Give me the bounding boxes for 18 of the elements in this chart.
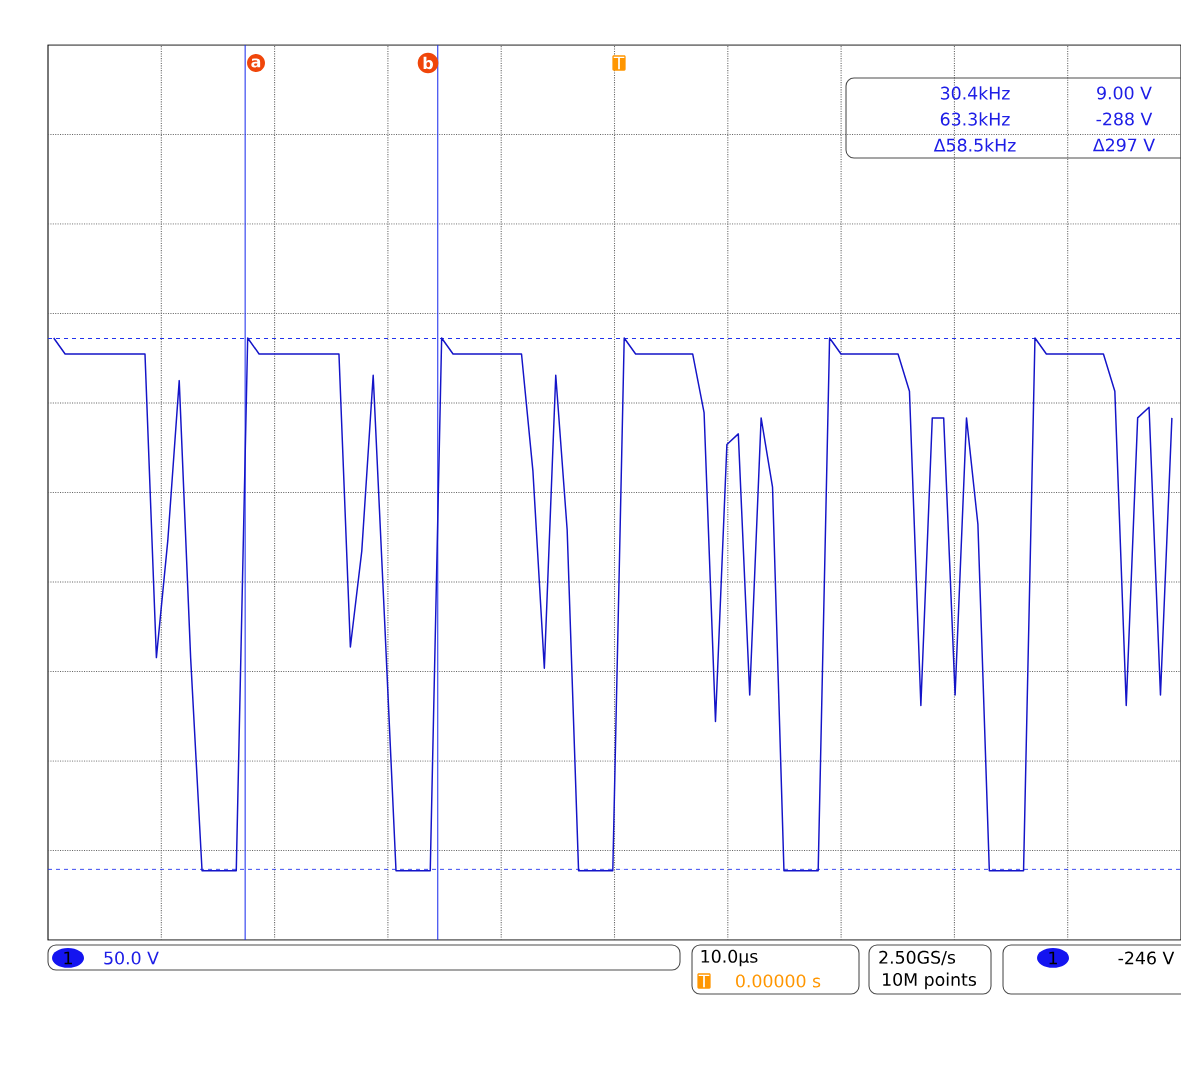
text: 1: [1049, 951, 1057, 965]
text: Δ297 V: [1092, 138, 1155, 152]
text: T: [613, 56, 625, 70]
text: Δ58.5kHz: [933, 138, 1016, 152]
text: a: [251, 58, 261, 68]
text: 1: [64, 951, 72, 965]
text: 0.00000 s: [736, 974, 821, 988]
text: T: [698, 974, 710, 988]
text: 50.0 V: [104, 951, 159, 965]
text: b: [423, 56, 434, 70]
text: 10.0µs: [701, 949, 758, 967]
text: 63.3kHz: [940, 112, 1010, 126]
text: -246 V: [1118, 951, 1175, 965]
text: 10M points: [883, 972, 977, 990]
text: 30.4kHz: [940, 86, 1010, 100]
text: 2.50GS/s: [879, 950, 956, 966]
text: -288 V: [1096, 112, 1153, 126]
text: 9.00 V: [1097, 86, 1152, 100]
